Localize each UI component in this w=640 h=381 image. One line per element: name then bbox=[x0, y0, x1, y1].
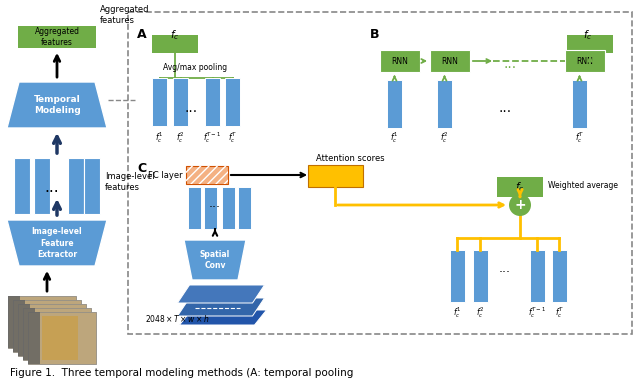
FancyBboxPatch shape bbox=[473, 250, 488, 302]
Text: ...: ... bbox=[504, 57, 516, 71]
Text: $f_c^1$: $f_c^1$ bbox=[453, 305, 461, 320]
Text: ...: ... bbox=[499, 261, 511, 274]
Text: $f_c^T$: $f_c^T$ bbox=[555, 305, 564, 320]
FancyBboxPatch shape bbox=[567, 35, 613, 53]
Text: Figure 1.  Three temporal modeling methods (A: temporal pooling: Figure 1. Three temporal modeling method… bbox=[10, 368, 353, 378]
FancyBboxPatch shape bbox=[23, 308, 91, 360]
FancyBboxPatch shape bbox=[42, 316, 78, 360]
Text: $f_c^T$: $f_c^T$ bbox=[575, 130, 584, 145]
Text: B: B bbox=[370, 28, 380, 41]
FancyBboxPatch shape bbox=[28, 312, 40, 364]
FancyBboxPatch shape bbox=[18, 304, 86, 356]
FancyBboxPatch shape bbox=[430, 50, 470, 72]
FancyBboxPatch shape bbox=[22, 300, 58, 344]
FancyBboxPatch shape bbox=[152, 78, 167, 126]
Text: $2048 \times T \times w \times h$: $2048 \times T \times w \times h$ bbox=[145, 312, 210, 323]
Text: Aggregated
features: Aggregated features bbox=[35, 27, 79, 47]
FancyBboxPatch shape bbox=[13, 300, 81, 352]
FancyBboxPatch shape bbox=[205, 78, 220, 126]
FancyBboxPatch shape bbox=[225, 78, 240, 126]
Text: ...: ... bbox=[499, 101, 511, 115]
Text: Image-level
features: Image-level features bbox=[105, 172, 155, 192]
FancyBboxPatch shape bbox=[28, 312, 96, 364]
Polygon shape bbox=[7, 220, 107, 266]
Text: $f_c^2$: $f_c^2$ bbox=[476, 305, 484, 320]
Text: ...: ... bbox=[209, 197, 221, 210]
FancyBboxPatch shape bbox=[565, 50, 605, 72]
Text: Attention scores: Attention scores bbox=[316, 154, 384, 163]
Text: RNN: RNN bbox=[392, 56, 408, 66]
FancyBboxPatch shape bbox=[34, 158, 50, 214]
FancyBboxPatch shape bbox=[530, 250, 545, 302]
FancyBboxPatch shape bbox=[28, 312, 96, 364]
FancyBboxPatch shape bbox=[222, 187, 235, 229]
FancyBboxPatch shape bbox=[152, 35, 198, 53]
FancyBboxPatch shape bbox=[8, 296, 76, 348]
FancyBboxPatch shape bbox=[497, 177, 543, 197]
Text: $f_c^T$: $f_c^T$ bbox=[228, 130, 237, 145]
FancyBboxPatch shape bbox=[14, 158, 30, 214]
FancyBboxPatch shape bbox=[8, 296, 76, 348]
Text: $f_c^{T-1}$: $f_c^{T-1}$ bbox=[204, 130, 221, 145]
Text: Weighted average: Weighted average bbox=[548, 181, 618, 189]
FancyBboxPatch shape bbox=[23, 308, 91, 360]
Text: A: A bbox=[137, 28, 147, 41]
FancyBboxPatch shape bbox=[173, 78, 188, 126]
Text: $f_c^{T-1}$: $f_c^{T-1}$ bbox=[529, 305, 547, 320]
Bar bbox=[186, 166, 228, 184]
FancyBboxPatch shape bbox=[380, 50, 420, 72]
FancyBboxPatch shape bbox=[84, 158, 100, 214]
Polygon shape bbox=[184, 240, 246, 280]
Polygon shape bbox=[177, 298, 264, 316]
Text: RNN: RNN bbox=[577, 56, 593, 66]
Text: +: + bbox=[514, 198, 526, 212]
FancyBboxPatch shape bbox=[186, 166, 228, 184]
Text: $f_c$: $f_c$ bbox=[170, 28, 180, 42]
FancyBboxPatch shape bbox=[552, 250, 567, 302]
FancyBboxPatch shape bbox=[18, 304, 86, 356]
FancyBboxPatch shape bbox=[13, 300, 81, 352]
Text: $f_c^1$: $f_c^1$ bbox=[156, 130, 164, 145]
FancyBboxPatch shape bbox=[238, 187, 251, 229]
Text: $f_c$: $f_c$ bbox=[583, 28, 593, 42]
FancyBboxPatch shape bbox=[18, 304, 30, 356]
Text: ...: ... bbox=[45, 179, 60, 194]
Text: RNN: RNN bbox=[442, 56, 458, 66]
FancyBboxPatch shape bbox=[32, 308, 68, 352]
Circle shape bbox=[509, 194, 531, 216]
FancyBboxPatch shape bbox=[572, 80, 587, 128]
Text: $f_c$: $f_c$ bbox=[515, 180, 525, 194]
FancyBboxPatch shape bbox=[128, 12, 632, 334]
FancyBboxPatch shape bbox=[18, 26, 96, 48]
FancyBboxPatch shape bbox=[23, 308, 35, 360]
Polygon shape bbox=[177, 285, 264, 303]
Text: Image-level
Feature
Extractor: Image-level Feature Extractor bbox=[32, 227, 83, 259]
FancyBboxPatch shape bbox=[308, 165, 363, 187]
Text: $f_c^1$: $f_c^1$ bbox=[390, 130, 399, 145]
Text: ...: ... bbox=[184, 101, 198, 115]
Text: $f_c^2$: $f_c^2$ bbox=[177, 130, 184, 145]
FancyBboxPatch shape bbox=[387, 80, 402, 128]
FancyBboxPatch shape bbox=[188, 187, 201, 229]
Text: Avg/max pooling: Avg/max pooling bbox=[163, 62, 227, 72]
Text: C: C bbox=[137, 162, 146, 175]
FancyBboxPatch shape bbox=[68, 158, 84, 214]
Text: Aggregated
features: Aggregated features bbox=[100, 5, 150, 25]
Text: Temporal
Modeling: Temporal Modeling bbox=[34, 95, 81, 115]
FancyBboxPatch shape bbox=[204, 187, 217, 229]
Polygon shape bbox=[179, 310, 266, 325]
FancyBboxPatch shape bbox=[37, 312, 73, 356]
FancyBboxPatch shape bbox=[8, 296, 20, 348]
FancyBboxPatch shape bbox=[437, 80, 452, 128]
Polygon shape bbox=[7, 82, 107, 128]
Text: $f_c^2$: $f_c^2$ bbox=[440, 130, 449, 145]
FancyBboxPatch shape bbox=[450, 250, 465, 302]
Text: FC layer: FC layer bbox=[148, 171, 182, 179]
Text: Spatial
Conv: Spatial Conv bbox=[200, 250, 230, 270]
FancyBboxPatch shape bbox=[13, 300, 25, 352]
FancyBboxPatch shape bbox=[27, 304, 63, 348]
